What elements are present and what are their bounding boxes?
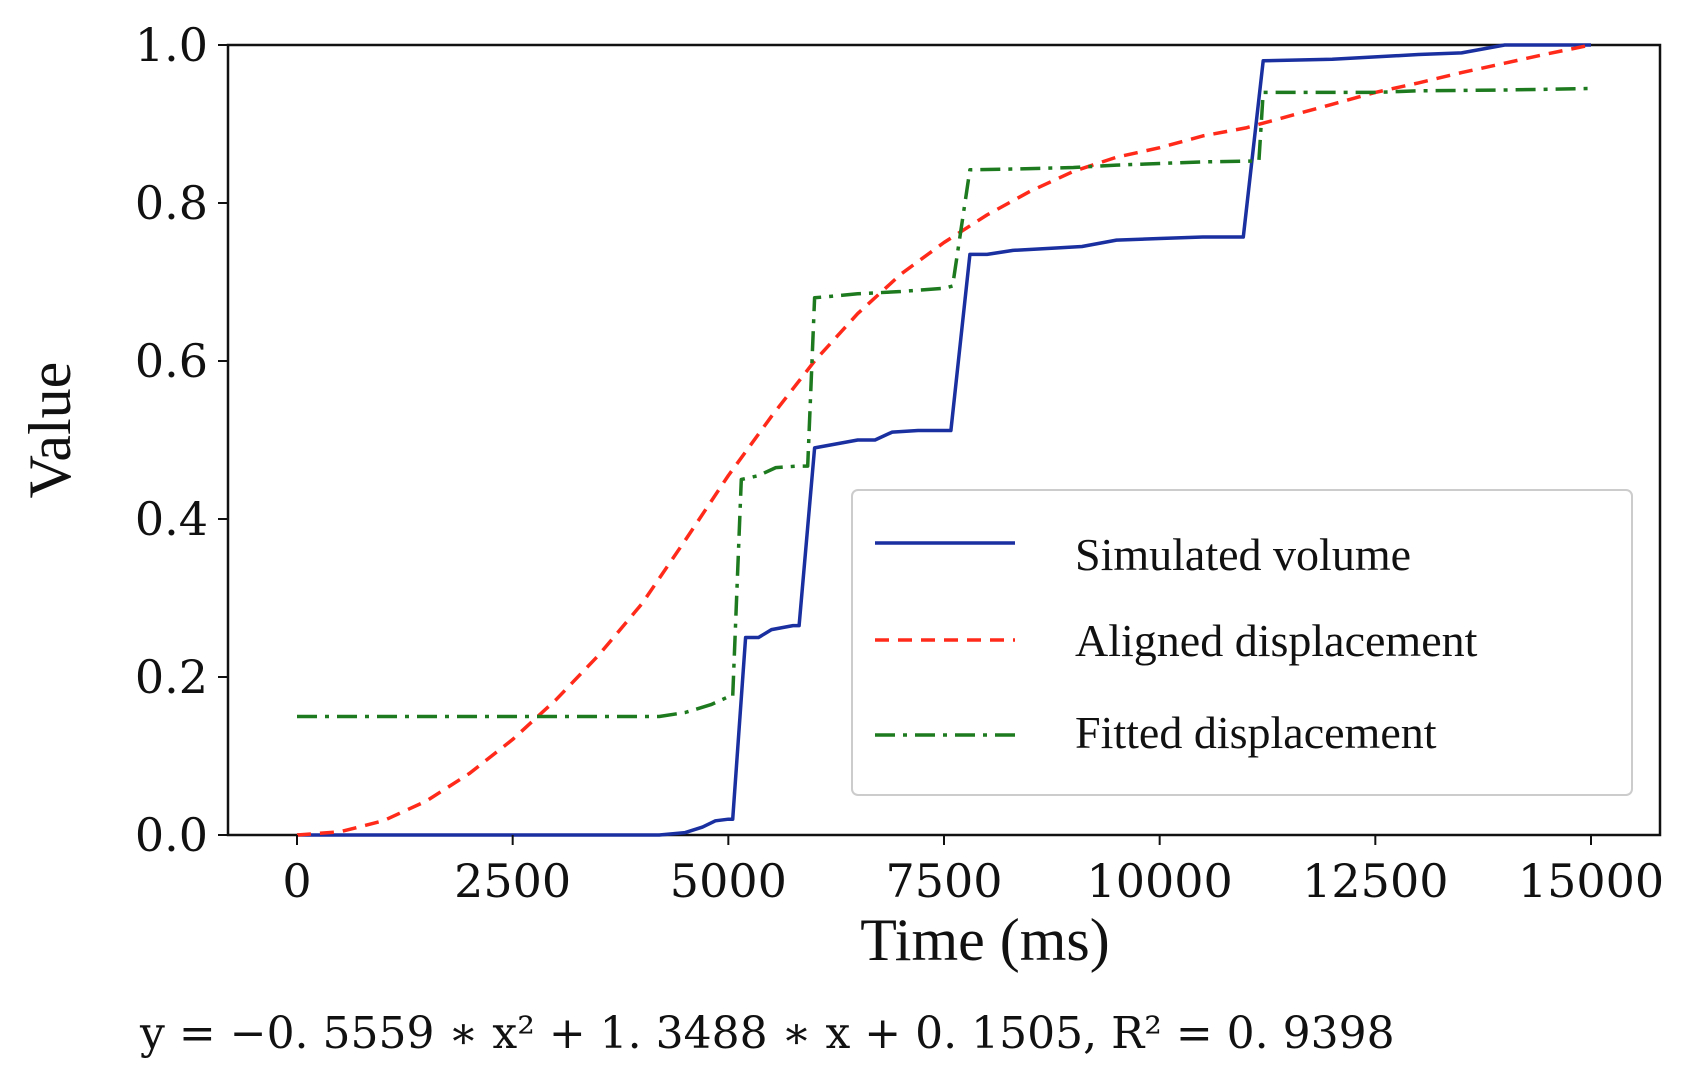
x-tick-label: 12500 [1302,854,1448,908]
series-layer [296,43,1592,837]
y-tick-label: 1.0 [135,18,208,72]
legend-box [851,489,1633,796]
y-axis-ticks: 0.0 0.2 0.4 0.6 0.8 1.0 [135,18,228,862]
x-axis-ticks: 0 2500 5000 7500 10000 12500 15000 [282,835,1664,908]
x-axis-title: Time (ms) [860,907,1110,973]
equation-annotation: y = −0. 5559 ∗ x² + 1. 3488 ∗ x + 0. 150… [139,1008,1395,1059]
x-tick-label: 15000 [1518,854,1664,908]
series-line-simulated-volume [297,43,1591,837]
legend-label-simulated-volume: Simulated volume [1075,529,1411,580]
legend-label-aligned-displacement: Aligned displacement [1075,615,1478,666]
y-tick-label: 0.0 [135,808,208,862]
y-tick-label: 0.4 [135,492,208,546]
y-tick-label: 0.2 [135,650,208,704]
legend-label-fitted-displacement: Fitted displacement [1075,707,1437,758]
y-axis-title: Value [17,362,83,499]
x-tick-label: 10000 [1086,854,1232,908]
x-tick-label: 5000 [670,854,787,908]
legend: Simulated volume Aligned displacement Fi… [851,489,1633,796]
y-tick-label: 0.6 [135,334,208,388]
x-tick-label: 2500 [454,854,571,908]
y-tick-label: 0.8 [135,176,208,230]
x-tick-label: 0 [282,854,311,908]
x-tick-label: 7500 [885,854,1002,908]
